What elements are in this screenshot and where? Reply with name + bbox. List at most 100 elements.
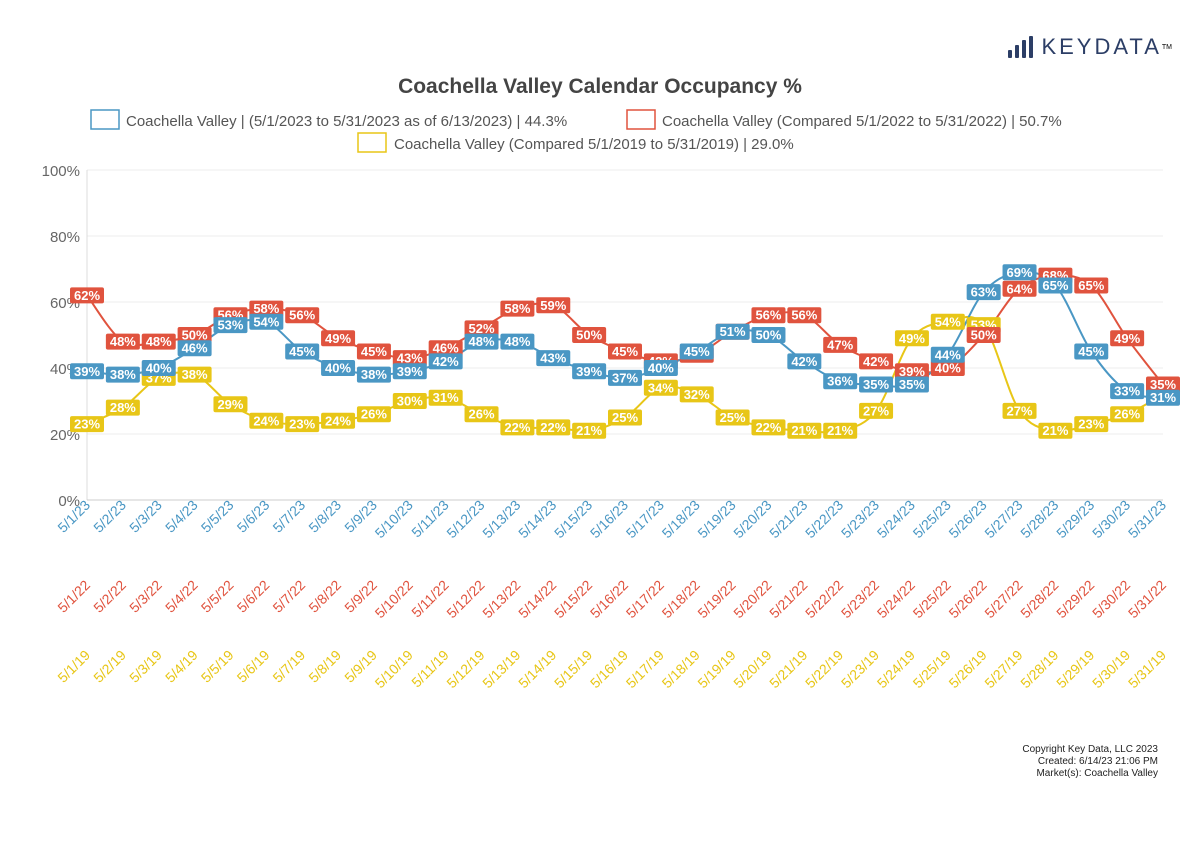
data-label-box-3: [105, 399, 140, 416]
data-label-box-1: [1146, 389, 1180, 406]
data-label-1: 38%: [110, 367, 136, 382]
data-label-box-2: [751, 307, 786, 324]
logo-trademark: TM: [1161, 43, 1172, 51]
data-label-1: 48%: [469, 334, 495, 349]
data-label-2: 49%: [325, 331, 351, 346]
x-tick-label-1: 5/10/23: [372, 497, 416, 541]
x-tick-label-2: 5/8/22: [305, 577, 344, 616]
x-tick-label-3: 5/23/19: [838, 647, 882, 691]
data-label-box-1: [141, 360, 176, 376]
data-label-box-1: [536, 350, 571, 367]
x-tick-label-1: 5/6/23: [234, 497, 273, 536]
data-label-1: 36%: [827, 374, 853, 389]
legend-label-2: Coachella Valley (Compared 5/1/2022 to 5…: [662, 113, 1062, 130]
x-tick-label-3: 5/21/19: [766, 647, 810, 691]
x-tick-label-2: 5/2/22: [90, 577, 129, 616]
x-tick-label-3: 5/12/19: [443, 647, 487, 691]
x-tick-label-1: 5/19/23: [694, 497, 738, 541]
x-tick-label-3: 5/18/19: [659, 647, 703, 691]
data-label-3: 38%: [182, 367, 208, 382]
data-label-box-1: [464, 333, 499, 350]
data-label-box-3: [1074, 416, 1109, 433]
x-tick-label-1: 5/18/23: [659, 497, 703, 541]
data-label-box-1: [679, 343, 714, 360]
market-text: Market(s): Coachella Valley: [1036, 768, 1158, 779]
data-label-3: 30%: [397, 394, 423, 409]
data-label-box-1: [213, 317, 248, 334]
data-label-box-1: [859, 376, 894, 393]
data-label-box-3: [249, 412, 284, 429]
data-label-box-2: [608, 343, 642, 360]
data-label-1: 65%: [1042, 278, 1068, 293]
data-label-3: 22%: [755, 420, 781, 435]
x-tick-label-1: 5/13/23: [479, 497, 523, 541]
legend-swatch-2: [626, 109, 656, 130]
data-label-box-2: [930, 360, 965, 376]
x-tick-label-2: 5/19/22: [694, 577, 738, 621]
data-label-box-2: [105, 333, 140, 350]
data-label-1: 48%: [504, 334, 530, 349]
x-tick-label-2: 5/11/22: [408, 577, 452, 621]
x-tick-label-1: 5/25/23: [910, 497, 954, 541]
data-label-box-3: [787, 422, 822, 439]
data-label-box-3: [643, 379, 678, 396]
data-label-3: 32%: [684, 387, 710, 402]
data-label-2: 50%: [971, 328, 997, 343]
data-label-box-2: [177, 327, 212, 343]
data-label-box-3: [500, 419, 535, 436]
data-label-box-3: [177, 366, 212, 383]
x-tick-label-1: 5/4/23: [162, 497, 201, 536]
x-tick-label-3: 5/29/19: [1053, 647, 1097, 691]
x-tick-label-1: 5/21/23: [766, 497, 810, 541]
x-tick-label-1: 5/5/23: [198, 497, 237, 536]
data-label-box-2: [536, 297, 571, 314]
x-tick-label-3: 5/6/19: [234, 647, 273, 686]
x-tick-label-2: 5/4/22: [162, 577, 201, 616]
data-label-box-1: [1002, 264, 1037, 281]
x-tick-label-2: 5/20/22: [730, 577, 774, 621]
data-label-box-2: [859, 353, 894, 370]
y-tick-label: 80%: [50, 229, 80, 246]
data-label-box-1: [500, 333, 535, 350]
footer-info: Copyright Key Data, LLC 2023 Created: 6/…: [1022, 744, 1158, 780]
data-label-box-2: [1074, 277, 1109, 294]
x-tick-label-1: 5/29/23: [1053, 497, 1097, 541]
data-label-box-1: [715, 323, 750, 340]
x-tick-label-2: 5/22/22: [802, 577, 846, 621]
data-label-box-1: [249, 313, 284, 330]
x-tick-label-2: 5/1/22: [54, 577, 93, 616]
data-label-3: 21%: [1042, 423, 1068, 438]
x-tick-label-1: 5/30/23: [1089, 497, 1133, 541]
data-label-box-3: [930, 313, 965, 330]
x-tick-label-2: 5/14/22: [515, 577, 559, 621]
x-tick-label-1: 5/7/23: [269, 497, 308, 536]
x-tick-label-3: 5/7/19: [269, 647, 308, 686]
data-label-box-2: [356, 343, 391, 360]
data-label-1: 39%: [576, 364, 602, 379]
x-tick-label-1: 5/26/23: [945, 497, 989, 541]
data-label-box-2: [787, 307, 822, 324]
data-label-3: 29%: [217, 397, 243, 412]
data-label-box-1: [966, 284, 1001, 301]
x-tick-label-2: 5/12/22: [443, 577, 487, 621]
x-tick-label-2: 5/7/22: [269, 577, 308, 616]
x-tick-label-3: 5/28/19: [1017, 647, 1061, 691]
data-label-2: 52%: [469, 321, 495, 336]
data-label-1: 40%: [648, 361, 674, 376]
data-label-box-3: [894, 330, 929, 347]
data-label-box-1: [572, 363, 607, 380]
data-label-2: 65%: [1078, 278, 1104, 293]
data-label-box-2: [966, 327, 1001, 343]
data-label-3: 31%: [433, 390, 459, 405]
data-label-2: 62%: [74, 288, 100, 303]
x-tick-label-3: 5/3/19: [126, 647, 165, 686]
data-label-2: 35%: [1150, 377, 1176, 392]
x-tick-label-3: 5/30/19: [1089, 647, 1133, 691]
data-label-box-3: [715, 409, 750, 426]
data-label-2: 48%: [146, 334, 172, 349]
x-tick-label-2: 5/26/22: [945, 577, 989, 621]
data-label-2: 43%: [397, 351, 423, 366]
x-tick-label-1: 5/24/23: [874, 497, 918, 541]
data-label-box-3: [572, 422, 607, 439]
data-label-3: 34%: [648, 380, 674, 395]
